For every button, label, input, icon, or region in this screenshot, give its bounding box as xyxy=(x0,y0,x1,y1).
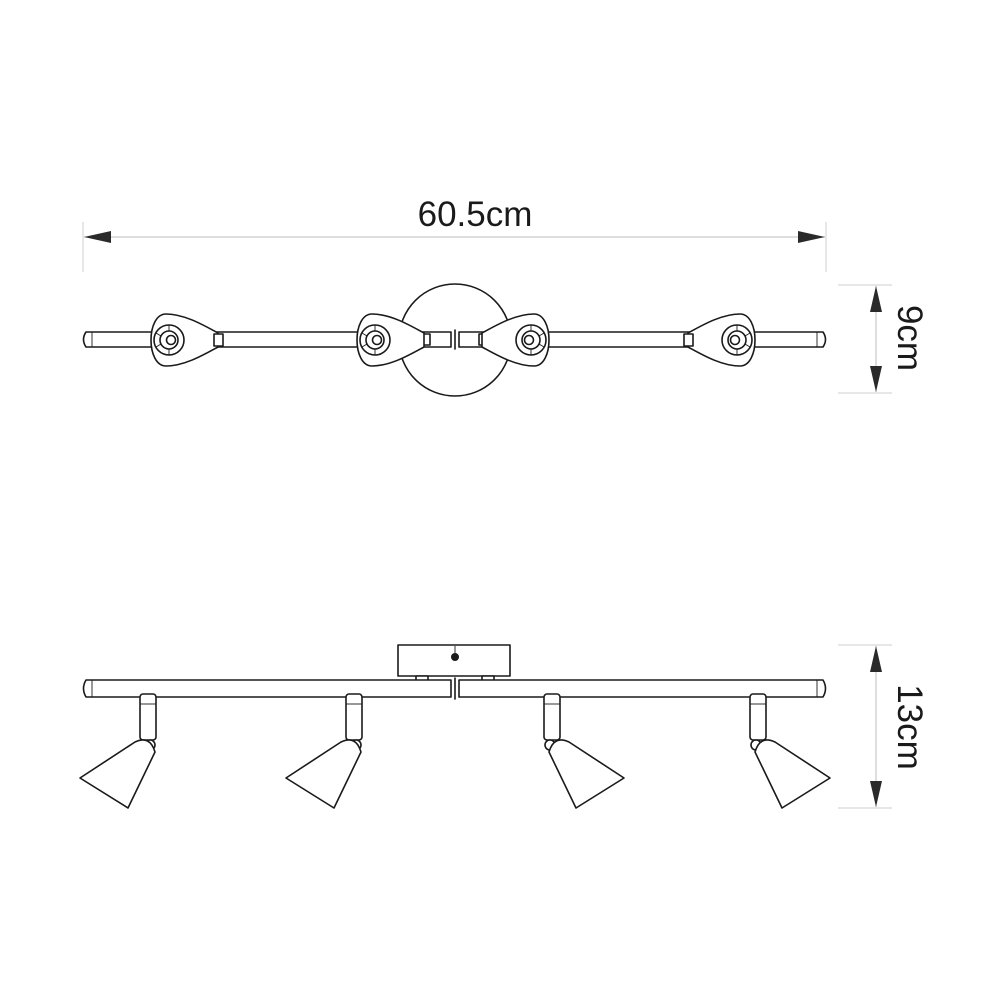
top-height-arrow-bottom xyxy=(870,366,882,392)
side-spotlight-4 xyxy=(749,693,831,809)
side-spotlight-3 xyxy=(543,693,625,809)
side-view xyxy=(79,644,831,809)
width-arrow-right xyxy=(798,231,825,243)
side-spotlight-1 xyxy=(79,693,157,809)
side-height-label: 13cm xyxy=(890,684,929,770)
top-height-label: 9cm xyxy=(890,305,929,371)
top-height-arrow-top xyxy=(870,286,882,312)
side-bar-right xyxy=(458,679,827,698)
top-spotlight-1 xyxy=(150,313,224,367)
top-spotlight-4 xyxy=(683,313,756,367)
top-spotlight-2 xyxy=(356,313,425,367)
side-height-arrow-top xyxy=(870,646,882,672)
width-label: 60.5cm xyxy=(418,195,533,234)
side-spotlight-2 xyxy=(285,693,363,809)
base-screw xyxy=(451,653,459,661)
side-height-arrow-bottom xyxy=(870,781,882,807)
top-spotlight-3 xyxy=(481,313,550,367)
width-arrow-left xyxy=(84,231,111,243)
top-height-dimension: 9cm xyxy=(838,284,929,394)
side-bar-left xyxy=(82,679,452,698)
side-height-dimension: 13cm xyxy=(838,644,929,809)
width-dimension: 60.5cm xyxy=(82,195,827,272)
top-view xyxy=(82,283,827,397)
